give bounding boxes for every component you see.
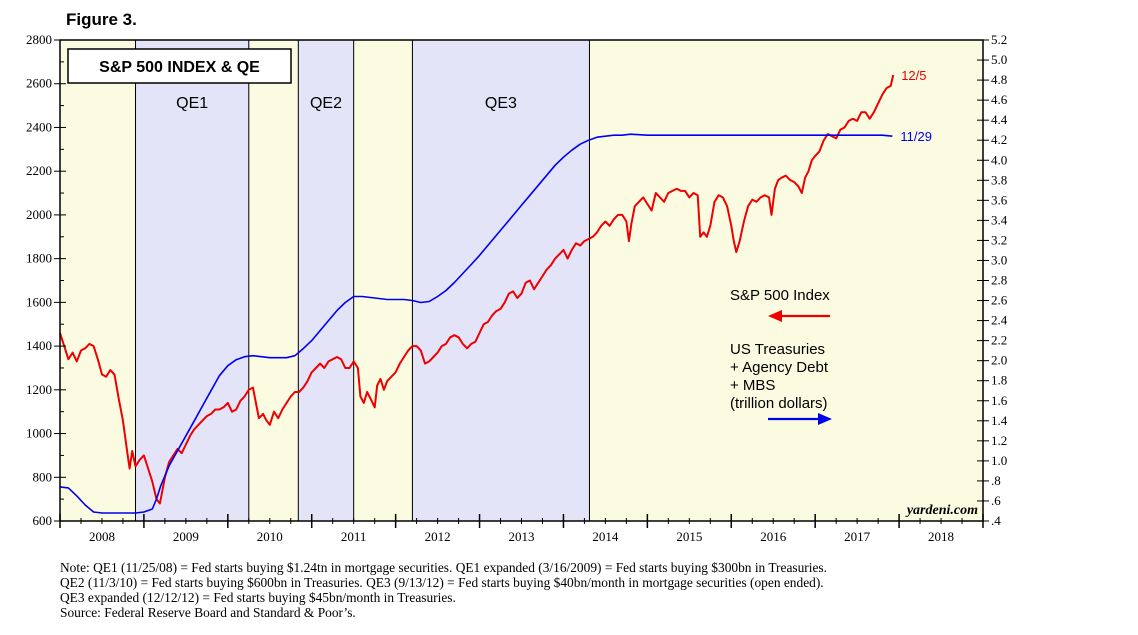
right-axis-tick-label: 3.4: [991, 212, 1008, 227]
right-axis-tick-label: 1.6: [991, 393, 1008, 408]
right-axis-tick-label: 3.0: [991, 252, 1007, 267]
right-axis-tick-label: 3.8: [991, 172, 1007, 187]
right-axis-tick-label: 1.0: [991, 453, 1007, 468]
legend-treasuries-label: + MBS: [730, 377, 775, 394]
right-axis-tick-label: 4.6: [991, 92, 1008, 107]
right-axis-tick-label: 2.0: [991, 353, 1007, 368]
qe-period-label: QE1: [176, 95, 208, 112]
x-axis-tick-label: 2008: [89, 529, 115, 544]
x-axis-tick-label: 2016: [760, 529, 787, 544]
sp500-series-line: [59, 74, 895, 505]
label-layer: QE1 QE2 QE3 12/5 11/29 S&P 500 INDEX & QE S&P …: [67, 48, 978, 518]
right-axis-tick-label: 4.4: [991, 112, 1008, 127]
qe-period-band: [135, 40, 249, 521]
right-axis-tick-label: 4.8: [991, 72, 1007, 87]
chart-title-box: [67, 48, 292, 84]
left-axis-tick-label: 1600: [26, 294, 52, 309]
right-axis-tick-label: 4.2: [991, 132, 1007, 147]
sp500-qe-chart: 600 800 1000 1200 1400 1600 1800 2000 2200 2400 26…: [26, 32, 1008, 544]
footnote-line: Source: Federal Reserve Board and Standa…: [60, 605, 356, 620]
x-axis-tick-label: 2012: [425, 529, 451, 544]
sp500-end-label: 12/5: [901, 68, 926, 83]
qe-period-band: [248, 40, 299, 521]
watermark-yardeni: yardeni.com: [905, 503, 978, 518]
qe-period-band: [353, 40, 413, 521]
treasuries-series-line: [59, 133, 893, 514]
left-axis-tick-label: 600: [33, 513, 53, 528]
left-axis-tick-label: 2600: [26, 76, 52, 91]
x-axis-tick-label: 2015: [676, 529, 702, 544]
background-layer: [60, 40, 983, 521]
left-axis-tick-label: 1200: [26, 382, 52, 397]
legend-left-arrow-icon: [768, 310, 782, 322]
legend-treasuries-label: US Treasuries: [730, 341, 825, 358]
qe-period-band: [412, 40, 590, 521]
x-axis-tick-label: 2017: [844, 529, 871, 544]
right-axis-tick-label: 2.2: [991, 333, 1007, 348]
right-axis-tick-label: 2.4: [991, 313, 1008, 328]
right-axis-tick-label: 2.8: [991, 273, 1007, 288]
qe-period-band: [298, 40, 354, 521]
x-axis-tick-label: 2010: [257, 529, 283, 544]
right-axis-tick-label: 1.8: [991, 373, 1007, 388]
axes-layer: 600 800 1000 1200 1400 1600 1800 2000 2200 2400 26…: [26, 32, 1008, 544]
right-axis-tick-label: 3.2: [991, 232, 1007, 247]
x-axis-tick-label: 2014: [592, 529, 619, 544]
x-axis-tick-label: 2011: [341, 529, 367, 544]
left-axis-tick-label: 800: [33, 469, 53, 484]
legend-treasuries-label: (trillion dollars): [730, 395, 828, 412]
legend-treasuries-label: + Agency Debt: [730, 359, 829, 376]
left-axis-tick-label: 1800: [26, 251, 52, 266]
right-axis-tick-label: 5.2: [991, 32, 1007, 47]
right-axis-tick-label: 1.4: [991, 413, 1008, 428]
x-axis-tick-label: 2018: [928, 529, 954, 544]
series-layer: [59, 74, 895, 514]
left-axis-tick-label: 2200: [26, 163, 52, 178]
right-axis-tick-label: 5.0: [991, 52, 1007, 67]
right-axis-tick-label: .6: [991, 493, 1001, 508]
qe-period-label: QE2: [310, 95, 342, 112]
left-axis-tick-label: 2000: [26, 207, 52, 222]
right-axis-tick-label: 3.6: [991, 192, 1008, 207]
footnote-line: QE3 expanded (12/12/12) = Fed starts buy…: [60, 590, 456, 605]
x-axis-tick-label: 2009: [173, 529, 199, 544]
figure-label: Figure 3.: [66, 10, 137, 29]
left-axis-tick-label: 2400: [26, 119, 52, 134]
left-axis-tick-label: 1000: [26, 426, 52, 441]
treasuries-end-label: 11/29: [900, 129, 932, 144]
footnotes: Note: QE1 (11/25/08) = Fed starts buying…: [60, 560, 1120, 620]
left-axis-tick-label: 1400: [26, 338, 52, 353]
legend-right-arrow-icon: [818, 413, 832, 425]
right-axis-tick-label: 2.6: [991, 293, 1008, 308]
right-axis-tick-label: 1.2: [991, 433, 1007, 448]
footnote-line: QE2 (11/3/10) = Fed starts buying $600bn…: [60, 575, 824, 590]
right-axis-tick-label: .8: [991, 473, 1001, 488]
right-axis-tick-label: .4: [991, 513, 1001, 528]
right-axis-tick-label: 4.0: [991, 152, 1007, 167]
qe-period-label: QE3: [485, 95, 517, 112]
left-axis-tick-label: 2800: [26, 32, 52, 47]
legend-sp500-label: S&P 500 Index: [730, 287, 830, 304]
footnote-line: Note: QE1 (11/25/08) = Fed starts buying…: [60, 560, 827, 575]
x-axis-tick-label: 2013: [509, 529, 535, 544]
chart-title: S&P 500 INDEX & QE: [99, 59, 260, 76]
